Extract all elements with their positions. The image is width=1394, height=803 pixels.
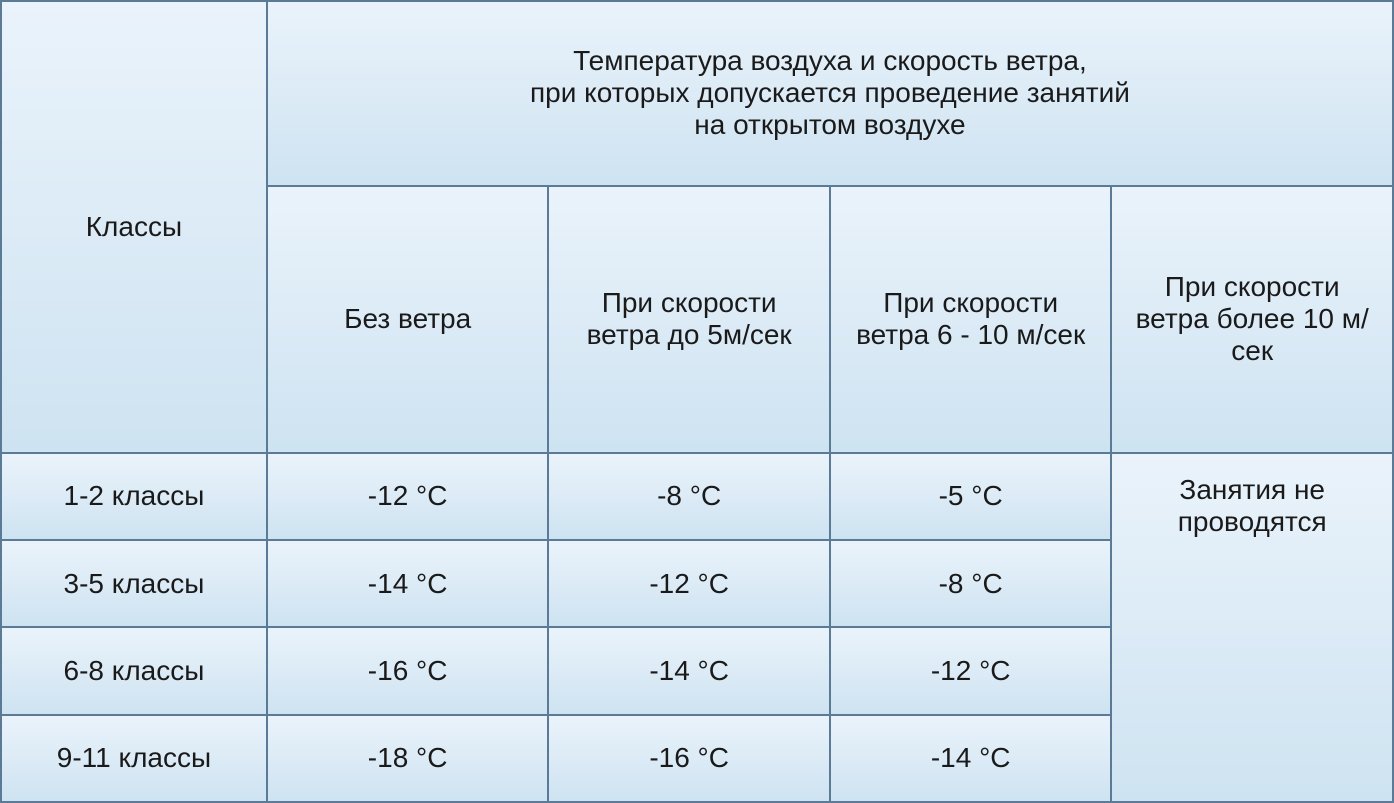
sub-header-wind-6-10: При скорости ветра 6 - 10 м/сек (830, 186, 1112, 453)
sub-header-wind-5-text: При скорости ветра до 5м/сек (561, 287, 817, 351)
cell-value: -18 °С (267, 715, 549, 802)
cell-value: -16 °С (548, 715, 830, 802)
row-label: 3-5 классы (1, 540, 267, 627)
cell-value: -14 °С (548, 627, 830, 714)
cell-value: -14 °С (267, 540, 549, 627)
header-classes: Классы (1, 1, 267, 453)
sub-header-wind-5: При скорости ветра до 5м/сек (548, 186, 830, 453)
sub-header-no-wind: Без ветра (267, 186, 549, 453)
temperature-table: Классы Температура воздуха и скорость ве… (0, 0, 1394, 803)
cell-value: -12 °С (267, 453, 549, 540)
sub-header-wind-6-10-text: При скорости ветра 6 - 10 м/сек (843, 287, 1099, 351)
row-label: 6-8 классы (1, 627, 267, 714)
header-main: Температура воздуха и скорость ветра, пр… (267, 1, 1393, 186)
cell-value: -12 °С (548, 540, 830, 627)
cell-value: -16 °С (267, 627, 549, 714)
table-row: 1-2 классы -12 °С -8 °С -5 °С Занятия не… (1, 453, 1393, 540)
cell-value: -12 °С (830, 627, 1112, 714)
sub-header-wind-10plus: При скорости ветра более 10 м/сек (1111, 186, 1393, 453)
cell-value: -8 °С (548, 453, 830, 540)
cell-value: -5 °С (830, 453, 1112, 540)
cell-value: -14 °С (830, 715, 1112, 802)
cell-value: -8 °С (830, 540, 1112, 627)
header-main-line1: Температура воздуха и скорость ветра, пр… (280, 45, 1380, 141)
sub-header-wind-10plus-text: При скорости ветра более 10 м/сек (1124, 271, 1380, 367)
row-label: 9-11 классы (1, 715, 267, 802)
row-label: 1-2 классы (1, 453, 267, 540)
merged-no-classes: Занятия не проводятся (1111, 453, 1393, 802)
